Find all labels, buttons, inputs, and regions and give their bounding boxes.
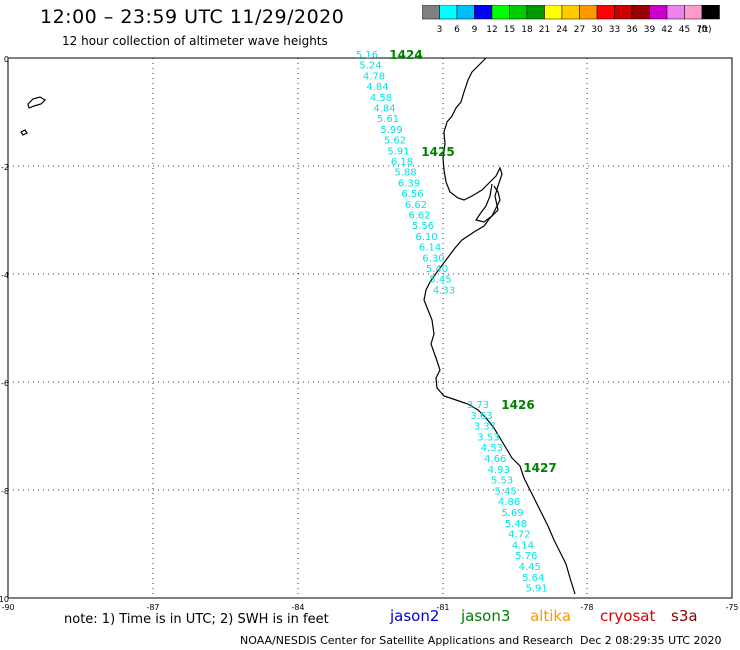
color-tick-label: 30 — [591, 25, 603, 35]
wave-height-value: 5.76 — [515, 551, 537, 562]
bay-shore — [475, 183, 501, 223]
lon-label: -81 — [436, 603, 449, 612]
wave-height-value: 4.86 — [498, 497, 520, 508]
wave-height-value: 4.45 — [519, 562, 541, 573]
color-tick-label: 18 — [521, 25, 533, 35]
wave-height-value: 4.33 — [433, 285, 455, 296]
lat-label: 0 — [4, 55, 9, 64]
lon-label: -84 — [291, 603, 304, 612]
color-tick-label: 70 — [696, 25, 708, 35]
legend-item-s3a: s3a — [671, 607, 698, 625]
color-tick-label: 24 — [556, 25, 568, 35]
wave-height-value: 5.61 — [377, 114, 399, 125]
wave-height-value: 3.37 — [474, 422, 496, 433]
wave-height-value: 6.10 — [415, 232, 437, 243]
wave-height-value: 3.63 — [470, 411, 492, 422]
color-tick-label: 12 — [486, 25, 497, 35]
map-title: 12:00 – 23:59 UTC 11/29/2020 — [40, 6, 345, 28]
wave-height-value: 4.66 — [484, 454, 506, 465]
pass-number-label: 1424 — [389, 48, 422, 62]
color-tick-label: 6 — [454, 25, 460, 35]
wave-height-value: 4.14 — [512, 540, 534, 551]
color-tick-label: 3 — [437, 25, 443, 35]
wave-height-value: 3.53 — [477, 432, 499, 443]
color-tick-label: 36 — [626, 25, 638, 35]
map-subtitle: 12 hour collection of altimeter wave hei… — [62, 34, 328, 48]
legend-item-jason2: jason2 — [390, 607, 440, 625]
legend-item-cryosat: cryosat — [600, 607, 656, 625]
color-tick-label: 33 — [609, 25, 620, 35]
wave-height-value: 5.24 — [359, 61, 381, 72]
lat-lon-grid — [8, 58, 732, 598]
color-tick-label: 21 — [539, 25, 550, 35]
pass-labels: 1424 1425 1426 1427 — [389, 48, 556, 475]
wave-height-value: 6.62 — [405, 200, 427, 211]
wave-height-value: 5.45 — [494, 486, 516, 497]
color-tick-label: 42 — [661, 25, 672, 35]
coastline — [423, 57, 576, 595]
axis-labels: 0 -2 -4 -6 -8 -10-90 -87 -84 -81 -78 -75 — [0, 55, 739, 612]
color-unit-label: (ft) — [698, 25, 712, 35]
island-galapagos — [27, 96, 46, 109]
wave-height-value: 4.53 — [481, 443, 503, 454]
wave-height-value: 5.91 — [526, 584, 548, 595]
wave-height-value: 3.73 — [467, 400, 489, 411]
note-text: note: 1) Time is in UTC; 2) SWH is in fe… — [64, 612, 329, 627]
wave-height-value: 4.72 — [508, 530, 530, 541]
footer-timestamp: Dec 2 08:29:35 UTC 2020 — [580, 634, 722, 647]
wave-height-value: 6.56 — [401, 189, 423, 200]
pass-number-label: 1426 — [501, 398, 534, 412]
wave-height-value: 4.58 — [370, 93, 392, 104]
color-tick-label: 15 — [504, 25, 515, 35]
wave-height-value: 5.40 — [426, 264, 448, 275]
pass-number-label: 1427 — [523, 461, 556, 475]
island-galapagos-small — [20, 129, 28, 136]
wave-height-value: 4.84 — [373, 104, 395, 115]
wave-height-value: 5.16 — [356, 50, 378, 61]
wave-height-value: 6.14 — [419, 243, 441, 254]
wave-height-value: 6.18 — [391, 157, 413, 168]
lat-label: -6 — [1, 379, 9, 388]
lat-label: -2 — [1, 163, 9, 172]
wave-height-value: 6.39 — [398, 178, 420, 189]
wave-height-value: 5.64 — [522, 573, 544, 584]
map-frame — [7, 57, 733, 599]
wave-height-value: 5.48 — [505, 519, 527, 530]
lon-label: -90 — [1, 603, 14, 612]
wave-height-value: 5.99 — [380, 125, 402, 136]
color-scale-bar: 3 6 9 12 15 18 21 24 27 30 33 36 39 42 45 70(ft) — [422, 5, 720, 35]
pass-number-label: 1425 — [421, 145, 454, 159]
wave-height-value: 5.53 — [491, 476, 513, 487]
lat-label: -8 — [1, 487, 9, 496]
wave-height-value: 5.91 — [387, 146, 409, 157]
wave-height-value: 6.62 — [408, 211, 430, 222]
wave-height-value: 5.56 — [412, 221, 434, 232]
wave-height-value: 5.45 — [429, 275, 451, 286]
color-tick-label: 39 — [644, 25, 656, 35]
lat-label: -10 — [0, 595, 9, 604]
lon-label: -75 — [725, 603, 738, 612]
color-tick-label: 45 — [679, 25, 690, 35]
color-tick-label: 27 — [574, 25, 585, 35]
wave-height-value: 5.62 — [384, 136, 406, 147]
footer-credit: NOAA/NESDIS Center for Satellite Applica… — [240, 634, 574, 647]
color-swatch — [701, 5, 720, 20]
altimeter-track-east: 3.733.633.373.534.534.664.935.535.454.86… — [467, 400, 548, 595]
wave-height-value: 6.30 — [422, 253, 444, 264]
wave-height-value: 4.78 — [363, 71, 385, 82]
wave-height-value: 4.93 — [488, 465, 510, 476]
lat-label: -4 — [1, 271, 9, 280]
color-tick-label: 9 — [472, 25, 478, 35]
lon-label: -87 — [146, 603, 159, 612]
wave-height-value: 5.69 — [501, 508, 523, 519]
legend-item-altika: altika — [530, 607, 572, 625]
legend-item-jason3: jason3 — [461, 607, 511, 625]
wave-height-value: 4.84 — [366, 82, 388, 93]
lon-label: -78 — [580, 603, 593, 612]
altimeter-track-west: 5.165.244.784.844.584.845.615.995.625.91… — [356, 50, 455, 296]
wave-height-value: 5.88 — [394, 168, 416, 179]
